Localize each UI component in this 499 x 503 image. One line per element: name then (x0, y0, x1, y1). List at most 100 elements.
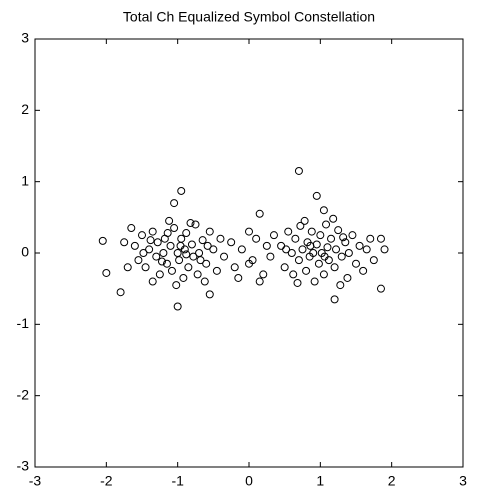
scatter-point (380, 245, 389, 254)
scatter-point (376, 284, 385, 293)
scatter-point (203, 241, 212, 250)
scatter-point (348, 231, 357, 240)
scatter-point (170, 199, 179, 208)
scatter-point (337, 252, 346, 261)
scatter-point (310, 277, 319, 286)
scatter-point (312, 191, 321, 200)
scatter-point (234, 273, 243, 282)
scatter-point (294, 256, 303, 265)
scatter-point (120, 238, 129, 247)
scatter-point (102, 268, 111, 277)
scatter-point (134, 256, 143, 265)
scatter-point (145, 245, 154, 254)
chart-title: Total Ch Equalized Symbol Constellation (123, 9, 375, 25)
scatter-point (148, 277, 157, 286)
scatter-point (146, 236, 155, 245)
scatter-point (312, 240, 321, 249)
scatter-point (212, 266, 221, 275)
scatter-point (195, 249, 204, 257)
scatter-point (294, 166, 303, 175)
scatter-point (186, 219, 195, 228)
scatter-point (138, 231, 146, 240)
scatter-point (269, 231, 278, 240)
y-tick-label: 0 (21, 244, 29, 260)
scatter-point (227, 238, 236, 247)
scatter-point (98, 236, 107, 245)
scatter-point (341, 238, 350, 247)
scatter-point (262, 241, 271, 250)
scatter-point (362, 245, 371, 254)
x-tick-label: 1 (316, 473, 324, 489)
scatter-point (191, 220, 200, 229)
scatter-point (245, 227, 253, 236)
scatter-point (324, 256, 333, 265)
scatter-point (198, 236, 207, 245)
scatter-point (237, 245, 246, 254)
scatter-point (289, 270, 298, 279)
y-tick-label: 2 (21, 101, 29, 117)
scatter-point (182, 250, 191, 259)
scatter-point (284, 227, 293, 236)
scatter-point (330, 295, 339, 304)
scatter-point (202, 259, 211, 268)
scatter-point (334, 226, 343, 235)
y-tick-label: -1 (17, 315, 30, 331)
scatter-point (355, 241, 364, 250)
scatter-point (166, 241, 175, 250)
scatter-point (319, 270, 328, 279)
scatter-point (153, 238, 162, 247)
scatter-point (209, 245, 218, 254)
scatter-point (319, 206, 328, 215)
scatter-point (148, 227, 157, 236)
scatter-point (307, 227, 316, 236)
scatter-point (336, 281, 345, 290)
scatter-point (155, 270, 164, 279)
x-tick-label: -1 (171, 473, 184, 489)
scatter-point (176, 241, 185, 250)
scatter-point (252, 234, 261, 243)
scatter-point (352, 259, 360, 268)
scatter-point (320, 252, 329, 261)
scatter-point (196, 256, 205, 265)
scatter-point (255, 277, 264, 286)
scatter-point (230, 263, 239, 272)
scatter-point (175, 256, 184, 265)
scatter-point (314, 259, 323, 268)
scatter-point (141, 263, 150, 272)
scatter-point (173, 249, 182, 257)
scatter-point (123, 263, 132, 272)
scatter-point (280, 263, 289, 272)
y-tick-label: 1 (21, 172, 29, 188)
scatter-point (162, 259, 171, 268)
scatter-point (330, 263, 339, 272)
scatter-point (163, 229, 172, 238)
scatter-point (177, 186, 186, 195)
scatter-point (322, 220, 331, 229)
scatter-point (306, 241, 315, 250)
scatter-point (189, 252, 198, 261)
scatter-point (287, 249, 296, 257)
scatter-point (172, 281, 181, 290)
y-tick-label: 3 (21, 30, 29, 46)
scatter-point (309, 249, 318, 257)
scatter-point (182, 229, 191, 238)
scatter-point (316, 231, 325, 240)
scatter-point (302, 266, 311, 275)
y-tick-label: -2 (17, 386, 30, 402)
y-tick-label: -3 (17, 458, 30, 474)
plot-frame (34, 38, 464, 468)
scatter-point (266, 252, 275, 261)
scatter-point (291, 234, 300, 243)
scatter-point (205, 290, 214, 299)
scatter-point (255, 209, 264, 218)
scatter-point (116, 288, 125, 297)
scatter-point (245, 259, 253, 268)
scatter-point (220, 252, 229, 261)
scatter-point (277, 241, 286, 250)
scatter-point (159, 249, 168, 257)
scatter-point (298, 245, 307, 254)
x-tick-label: 2 (388, 473, 396, 489)
scatter-point (216, 234, 225, 243)
scatter-point (343, 273, 352, 282)
